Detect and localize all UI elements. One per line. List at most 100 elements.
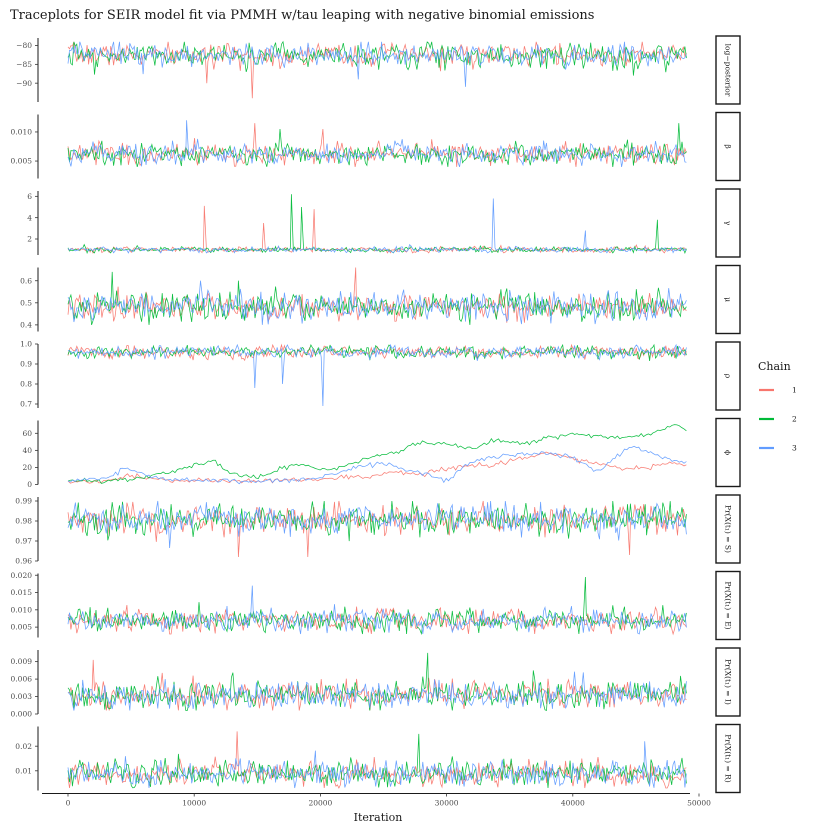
strip-box [715,264,741,335]
panels-layer: −90−85−80 log−posterior0.0050.010β246γ0.4… [11,35,741,794]
y-tick-label: 20 [22,463,32,472]
strip-box [715,188,741,258]
series-line-chain-3 [67,741,687,789]
strip-box [715,341,741,411]
y-tick-label: −90 [16,79,32,88]
strip-box [715,647,741,717]
y-tick-label: 0.000 [11,710,33,719]
y-tick-label: 0.02 [15,742,32,751]
y-tick-label: 4 [27,213,32,222]
strip-box [715,494,741,564]
y-tick-label: 0.7 [20,400,32,409]
strip-label: γ [724,221,733,226]
series-line-chain-3 [67,671,687,711]
y-tick-label: 0.97 [15,537,32,546]
y-tick-label: 0.003 [11,692,33,701]
panel: −90 −85 −80 log−posterior [16,35,741,105]
series-line-chain-1 [67,731,687,789]
series-line-chain-3 [67,343,687,407]
x-tick-label: 40000 [561,799,585,808]
y-tick-label: 0 [27,480,32,489]
strip-box [715,111,741,182]
panel: 0 20 40 60 ϕ [22,417,741,489]
strip-box [715,417,741,488]
y-tick-label: 0.006 [11,675,33,684]
strip-label: Pr(X(t₁) = S) [724,505,733,553]
strip-label: ρ [724,374,733,379]
y-tick-label: 6 [27,192,32,201]
y-tick-label: 40 [22,446,32,455]
series-line-chain-3 [67,41,687,87]
strip-label: Pr(X(t₁) = R) [724,734,733,782]
y-tick-label: 0.9 [20,360,32,369]
series-line-chain-1 [67,205,687,254]
legend: Chain 1 2 3 [758,360,797,453]
series-line-chain-2 [67,424,687,484]
panel: 0.000 0.003 0.006 0.009 Pr(X(t₁) = I) [11,647,741,719]
legend-title: Chain [758,360,791,373]
strip-label: Pr(X(t₁) = E) [724,581,733,629]
panel: 0.4 0.5 0.6 μ [20,264,741,335]
series-line-chain-2 [67,343,687,361]
series-line-chain-1 [67,451,687,484]
strip-label: β [724,144,733,148]
series-line-chain-2 [67,271,687,326]
x-axis-title: Iteration [354,811,403,824]
y-tick-label: 0.4 [20,320,32,329]
x-tick-label: 10000 [182,799,206,808]
series-line-chain-1 [67,41,687,99]
strip-box [715,570,741,641]
y-tick-label: −80 [16,41,32,50]
panel: 0.01 0.02 Pr(X(t₁) = R) [15,723,741,794]
x-axis: 0 10000 20000 30000 40000 50000 [42,793,711,808]
series-line-chain-3 [67,280,687,325]
series-line-chain-2 [67,194,687,255]
legend-label: 1 [792,386,797,395]
strip-box [715,35,741,105]
legend-label: 2 [792,415,797,424]
y-tick-label: 0.009 [11,657,33,666]
y-tick-label: 0.010 [11,605,33,614]
y-tick-label: 0.005 [11,157,33,166]
y-tick-label: 2 [27,235,32,244]
panel: 0.005 0.010 β [11,111,741,182]
panel: 0.7 0.8 0.9 1.0 ρ [20,340,741,411]
x-tick-label: 30000 [435,799,459,808]
y-tick-label: 0.98 [15,517,32,526]
y-tick-label: 0.8 [20,380,32,389]
y-tick-label: 60 [22,429,32,438]
series-line-chain-2 [67,500,687,542]
strip-label: Pr(X(t₁) = I) [724,659,733,705]
series-line-chain-2 [67,733,687,789]
series-line-chain-3 [67,445,687,485]
y-tick-label: −85 [16,60,32,69]
series-line-chain-3 [67,120,687,168]
panel: 0.96 0.97 0.98 0.99 Pr(X(t₁) = S) [15,494,741,566]
strip-label: μ [724,297,733,302]
y-tick-label: 0.6 [20,276,32,285]
x-tick-label: 50000 [687,799,711,808]
y-tick-label: 0.01 [15,766,32,775]
y-tick-label: 0.020 [11,571,33,580]
strip-box [715,723,741,794]
chart-title: Traceplots for SEIR model fit via PMMH w… [10,8,594,23]
y-tick-label: 0.005 [11,623,33,632]
y-tick-label: 0.5 [20,298,32,307]
series-line-chain-1 [67,123,687,167]
panel: 0.005 0.010 0.015 0.020 Pr(X(t₁) = E) [11,570,741,641]
series-line-chain-3 [67,500,687,549]
y-tick-label: 0.96 [15,557,32,566]
series-line-chain-2 [67,40,687,76]
legend-label: 3 [792,444,797,453]
panel: 2 4 6 γ [27,188,741,258]
x-tick-label: 0 [66,799,71,808]
y-tick-label: 0.015 [11,588,33,597]
x-tick-label: 20000 [308,799,332,808]
y-tick-label: 0.010 [11,128,33,137]
series-line-chain-2 [67,123,687,168]
series-line-chain-2 [67,576,687,636]
strip-label: ϕ [724,450,733,455]
y-tick-label: 1.0 [20,340,32,349]
